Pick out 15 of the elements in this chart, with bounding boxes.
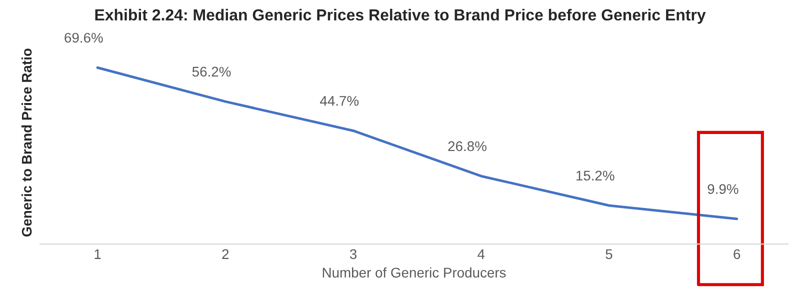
y-axis-title: Generic to Brand Price Ratio [21,48,32,237]
x-tick-label: 5 [606,249,612,260]
data-label: 9.9% [708,184,738,194]
data-label: 69.6% [64,32,103,43]
x-tick-label: 4 [478,249,485,259]
data-label: 26.8% [448,141,486,152]
data-label: 15.2% [576,170,614,181]
x-axis-title: Number of Generic Producers [322,267,506,278]
x-tick-label: 1 [94,249,101,259]
chart-title: Exhibit 2.24: Median Generic Prices Relative to Brand Price before Generic Entry [95,8,706,24]
x-tick-label: 3 [350,249,357,260]
data-label: 44.7% [320,96,359,106]
x-tick-label: 2 [222,249,229,259]
data-label: 56.2% [192,66,231,77]
x-tick-label: 6 [734,249,740,260]
